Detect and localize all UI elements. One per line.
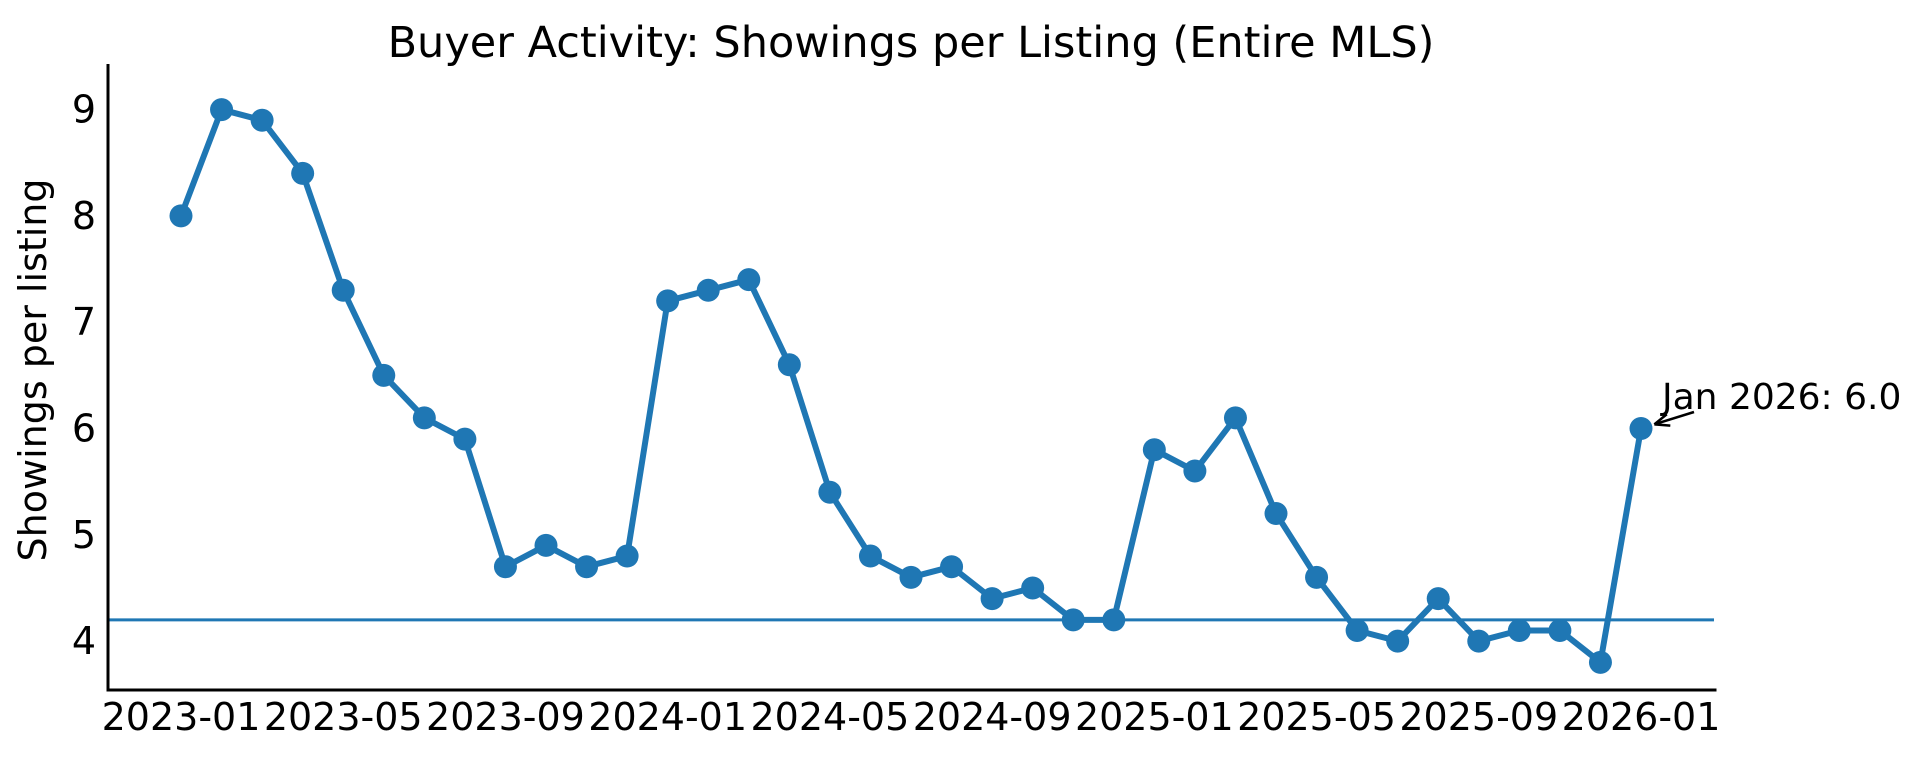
x-tick-label: 2025-09 bbox=[1399, 695, 1558, 739]
annotation-arrow bbox=[1653, 410, 1695, 426]
data-point bbox=[412, 406, 436, 430]
data-point bbox=[980, 587, 1004, 611]
data-point bbox=[615, 544, 639, 568]
data-point bbox=[1183, 459, 1207, 483]
data-point bbox=[899, 565, 923, 589]
x-tick-label: 2023-05 bbox=[264, 695, 423, 739]
annotation-label: Jan 2026: 6.0 bbox=[1660, 377, 1901, 418]
data-point bbox=[1142, 438, 1166, 462]
x-tick-label: 2025-01 bbox=[1075, 695, 1234, 739]
y-tick-label: 4 bbox=[72, 619, 96, 663]
data-point bbox=[1264, 502, 1288, 526]
data-point bbox=[1102, 608, 1126, 632]
x-tick-label: 2023-09 bbox=[426, 695, 585, 739]
data-point bbox=[169, 204, 193, 228]
data-point bbox=[1223, 406, 1247, 430]
data-point bbox=[372, 363, 396, 387]
data-point bbox=[1305, 565, 1329, 589]
data-point bbox=[250, 108, 274, 132]
x-tick-label: 2024-01 bbox=[588, 695, 747, 739]
data-point bbox=[1061, 608, 1085, 632]
x-tick-label: 2026-01 bbox=[1562, 695, 1721, 739]
data-point bbox=[575, 555, 599, 579]
data-point bbox=[1426, 587, 1450, 611]
data-point bbox=[1467, 629, 1491, 653]
x-tick-label: 2023-01 bbox=[102, 695, 261, 739]
data-point bbox=[1386, 629, 1410, 653]
y-axis-label: Showings per listing bbox=[11, 179, 55, 562]
y-tick-label: 9 bbox=[72, 88, 96, 132]
data-point bbox=[737, 268, 761, 292]
data-point bbox=[818, 480, 842, 504]
data-point bbox=[331, 278, 355, 302]
data-point bbox=[493, 555, 517, 579]
y-tick-label: 6 bbox=[72, 406, 96, 450]
data-point bbox=[1588, 650, 1612, 674]
data-point bbox=[1629, 416, 1653, 440]
data-point bbox=[453, 427, 477, 451]
data-point bbox=[777, 353, 801, 377]
y-tick-label: 5 bbox=[72, 513, 96, 557]
data-point bbox=[940, 555, 964, 579]
x-tick-label: 2024-09 bbox=[913, 695, 1072, 739]
data-point bbox=[696, 278, 720, 302]
data-point bbox=[534, 533, 558, 557]
data-point bbox=[1345, 618, 1369, 642]
chart-title: Buyer Activity: Showings per Listing (En… bbox=[388, 18, 1435, 68]
data-point bbox=[291, 161, 315, 185]
data-point bbox=[858, 544, 882, 568]
data-point bbox=[656, 289, 680, 313]
data-point bbox=[1507, 618, 1531, 642]
x-tick-label: 2024-05 bbox=[750, 695, 909, 739]
data-point bbox=[1548, 618, 1572, 642]
x-tick-label: 2025-05 bbox=[1237, 695, 1396, 739]
data-point bbox=[210, 98, 234, 122]
data-point bbox=[1021, 576, 1045, 600]
y-tick-label: 8 bbox=[72, 194, 96, 238]
annotation-arrowhead bbox=[1654, 423, 1671, 427]
annotation-arrowhead bbox=[1653, 413, 1668, 426]
y-tick-label: 7 bbox=[72, 300, 96, 344]
